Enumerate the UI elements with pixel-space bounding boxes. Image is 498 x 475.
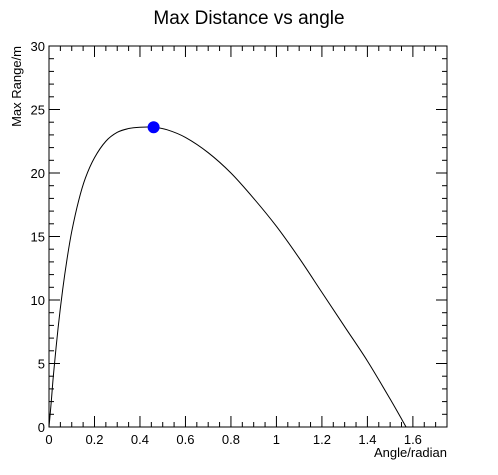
x-tick-label: 0.8 [222,432,240,447]
x-tick-label: 0.2 [85,432,103,447]
range-curve-line [49,127,406,427]
y-axis-label: Max Range/m [9,46,24,127]
y-tick-label: 10 [31,293,45,308]
y-tick-label: 30 [31,39,45,54]
y-tick-label: 15 [31,230,45,245]
axis-ticks [49,46,447,427]
y-tick-label: 25 [31,103,45,118]
chart-title: Max Distance vs angle [153,8,344,29]
y-tick-label: 0 [38,420,45,435]
x-axis-label: Angle/radian [374,445,447,460]
plot-frame [49,46,447,427]
x-tick-label: 0.4 [131,432,149,447]
max-range-marker [148,121,160,133]
x-tick-label: 0 [45,432,52,447]
y-tick-label: 20 [31,166,45,181]
x-tick-label: 0.6 [176,432,194,447]
y-tick-label: 5 [38,357,45,372]
x-tick-label: 1 [273,432,280,447]
x-tick-label: 1.2 [313,432,331,447]
